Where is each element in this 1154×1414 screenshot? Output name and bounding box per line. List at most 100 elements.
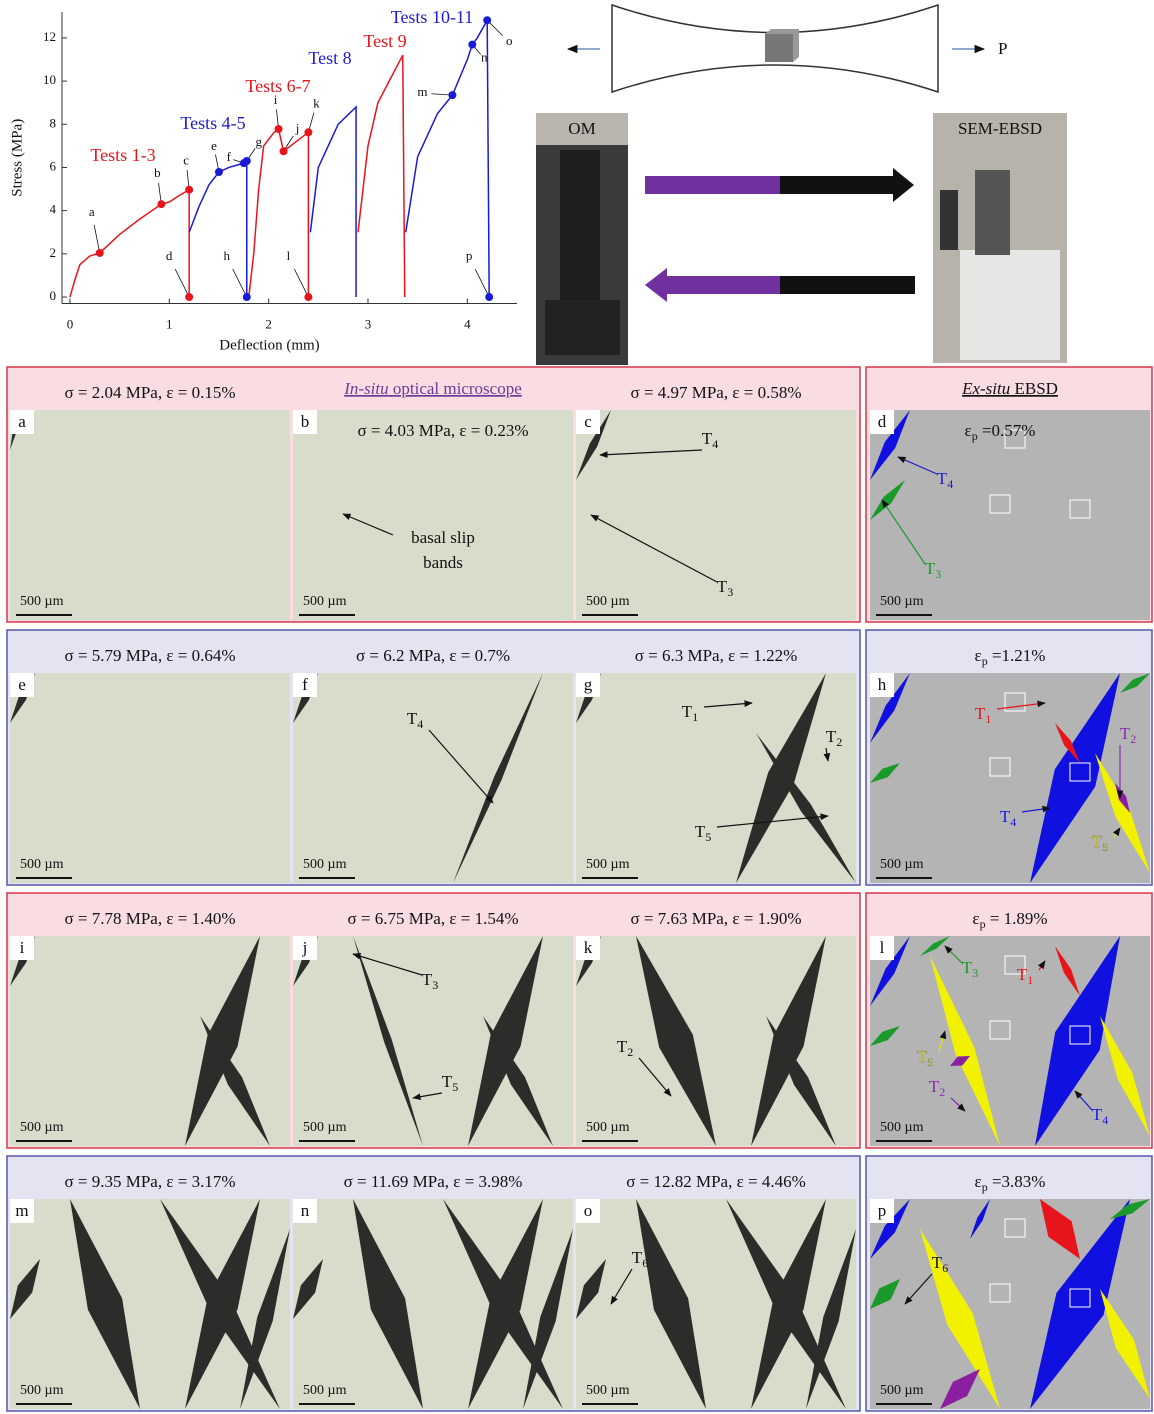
scale-bar-label: 500 µm xyxy=(20,1383,64,1398)
point-label: k xyxy=(313,95,320,110)
label-subscript: 1 xyxy=(1027,973,1033,987)
panel-row: i 500 µm σ = 7.78 MPa, ε = 1.40% j 500 µm T 3 T… xyxy=(7,893,1152,1148)
point-pointer xyxy=(233,269,247,297)
label-rest: =0.57% xyxy=(978,421,1036,440)
series-label: Test 9 xyxy=(363,31,406,51)
panel-caption: σ = 7.78 MPa, ε = 1.40% xyxy=(64,909,235,928)
panel-letter: e xyxy=(18,675,26,694)
scale-bar-label: 500 µm xyxy=(880,1120,924,1135)
label-base: T xyxy=(929,1077,940,1096)
point-label: a xyxy=(89,204,95,219)
image: l500 µmT3T1T5T2T4 xyxy=(870,936,1150,1146)
label-subscript: 1 xyxy=(985,712,991,726)
panel-letter: a xyxy=(18,412,26,431)
label-base: T xyxy=(717,577,728,596)
panel-caption: σ = 7.63 MPa, ε = 1.90% xyxy=(630,909,801,928)
panel-letter: o xyxy=(584,1201,593,1220)
panel-caption: σ = 4.97 MPa, ε = 0.58% xyxy=(630,383,801,402)
panel-caption: σ = 6.2 MPa, ε = 0.7% xyxy=(356,646,510,665)
image: o500 µmT6 xyxy=(576,1199,856,1409)
point-label: c xyxy=(183,153,189,168)
om-photo: OM xyxy=(536,113,628,365)
panel-letter: i xyxy=(20,938,25,957)
point-pointer xyxy=(94,225,100,253)
label-base: T xyxy=(682,702,693,721)
label-base: T xyxy=(442,1072,453,1091)
label-subscript: 4 xyxy=(947,477,953,491)
image: g500 µmT1T2T5 xyxy=(576,673,856,883)
label-subscript: 4 xyxy=(712,437,718,451)
y-tick-label: 12 xyxy=(43,29,56,44)
panel-letter: j xyxy=(302,938,308,957)
specimen-schematic: P xyxy=(568,5,1007,92)
point-label: i xyxy=(274,92,278,107)
annotation-text: basal slip xyxy=(411,528,475,547)
image-bg xyxy=(293,410,573,620)
y-tick-label: 10 xyxy=(43,72,56,87)
sem-photo: SEM-EBSD xyxy=(933,113,1067,363)
point-label: n xyxy=(481,50,488,65)
label-subscript: 5 xyxy=(705,830,711,844)
panel-caption: σ = 2.04 MPa, ε = 0.15% xyxy=(64,383,235,402)
label-base: T xyxy=(632,1248,643,1267)
image: c500 µmT4T3 xyxy=(576,410,856,620)
label-base: ε xyxy=(975,1172,982,1191)
label-base: T xyxy=(1092,832,1103,851)
label-base: T xyxy=(695,822,706,841)
label-subscript: 2 xyxy=(627,1045,633,1059)
image: d500 µmεp =0.57%T4T3 xyxy=(870,410,1150,620)
label-base: T xyxy=(937,469,948,488)
series-line xyxy=(406,20,489,297)
label-subscript: 5 xyxy=(1102,840,1108,854)
label-base: T xyxy=(617,1037,628,1056)
label-subscript: 2 xyxy=(836,735,842,749)
image: k500 µmT2 xyxy=(576,936,856,1146)
label-base: ε xyxy=(975,646,982,665)
label-base: ε xyxy=(965,421,972,440)
point-pointer xyxy=(294,269,308,297)
data-point xyxy=(448,91,456,99)
series-line xyxy=(249,129,309,297)
point-label: p xyxy=(466,248,473,263)
label-base: T xyxy=(962,958,973,977)
scale-bar-label: 500 µm xyxy=(20,1120,64,1135)
header-italic: In-situ xyxy=(343,379,388,398)
y-tick-label: 2 xyxy=(50,245,57,260)
data-point xyxy=(468,41,476,49)
y-tick-label: 6 xyxy=(50,158,57,173)
point-label: l xyxy=(287,248,291,263)
x-axis-label: Deflection (mm) xyxy=(219,337,319,353)
label-subscript: 3 xyxy=(935,567,941,581)
panel-letter: d xyxy=(878,412,887,431)
scale-bar-label: 500 µm xyxy=(303,1383,347,1398)
data-point xyxy=(185,293,193,301)
label-subscript: 3 xyxy=(727,585,733,599)
image-bg xyxy=(10,410,290,620)
label-subscript: 6 xyxy=(642,1256,648,1270)
y-tick-label: 8 xyxy=(50,115,57,130)
panel-caption: σ = 9.35 MPa, ε = 3.17% xyxy=(64,1172,235,1191)
series-label: Tests 10-11 xyxy=(391,7,474,27)
series-line xyxy=(189,161,247,297)
y-tick-label: 4 xyxy=(50,202,57,217)
point-pointer xyxy=(475,269,489,297)
point-pointer xyxy=(175,269,189,297)
series-label: Test 8 xyxy=(308,48,351,68)
data-point xyxy=(483,16,491,24)
x-tick-label: 0 xyxy=(67,316,74,331)
image-bg xyxy=(10,673,290,883)
panel-letter: m xyxy=(15,1201,28,1220)
scale-bar-label: 500 µm xyxy=(303,1120,347,1135)
label-subscript: 2 xyxy=(939,1085,945,1099)
data-point xyxy=(485,293,493,301)
panel-letter: h xyxy=(878,675,887,694)
label-subscript: 3 xyxy=(432,978,438,992)
y-tick-label: 0 xyxy=(50,288,57,303)
data-point xyxy=(304,128,312,136)
series-line xyxy=(310,107,356,297)
point-label: f xyxy=(227,149,232,164)
panel-caption: σ = 6.3 MPa, ε = 1.22% xyxy=(635,646,798,665)
data-point xyxy=(185,186,193,194)
label-base: T xyxy=(1000,807,1011,826)
panel-letter: g xyxy=(584,675,593,694)
